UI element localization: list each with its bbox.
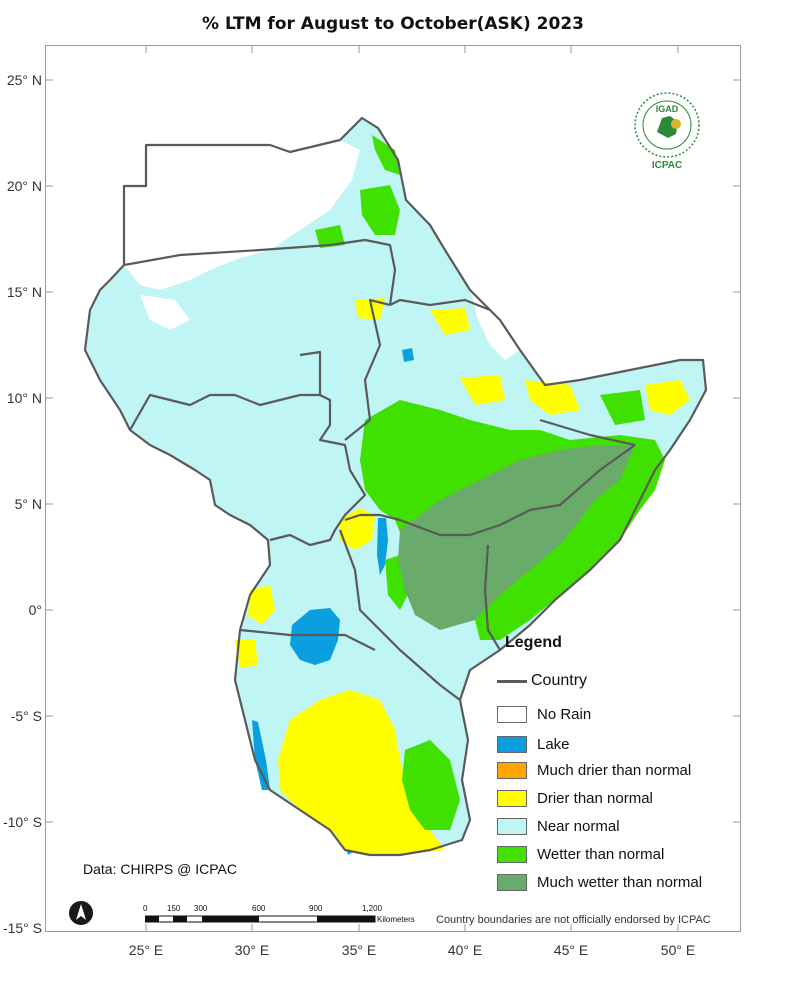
region-wetter-sudan-mid <box>315 225 345 248</box>
legend-item-drier: Drier than normal <box>497 790 653 807</box>
scale-tick-150: 150 <box>167 904 181 913</box>
lat-label-5s: -5° S <box>10 708 42 724</box>
lat-label-25n: 25° N <box>6 72 42 88</box>
legend-label: Lake <box>537 736 570 753</box>
region-wetter-north-coast <box>372 135 400 175</box>
lake-tanganyika <box>252 720 270 790</box>
logo-igad-text: IGAD <box>656 104 679 114</box>
lat-label-15s: -15° S <box>2 920 42 936</box>
data-credit: Data: CHIRPS @ ICPAC <box>83 861 237 877</box>
legend-item-much-drier: Much drier than normal <box>497 762 691 779</box>
boundary-disclaimer: Country boundaries are not officially en… <box>436 914 711 926</box>
region-drier-somalia2 <box>645 380 690 415</box>
frame-ticks <box>45 45 741 932</box>
legend-label: Wetter than normal <box>537 846 665 863</box>
legend-item-no-rain: No Rain <box>497 706 591 723</box>
scale-tick-0: 0 <box>143 904 148 913</box>
scale-unit: Kilometers <box>377 915 415 924</box>
swatch-much-drier <box>497 762 527 779</box>
lat-label-20n: 20° N <box>6 178 42 194</box>
region-drier-somalia <box>525 380 580 415</box>
scale-tick-1200: 1,200 <box>362 904 383 913</box>
legend-label: No Rain <box>537 706 592 723</box>
lon-label-25e: 25° E <box>128 942 164 958</box>
scale-tick-300: 300 <box>194 904 208 913</box>
legend-label: Near normal <box>537 818 620 835</box>
region-drier-west <box>235 640 258 668</box>
lat-label-15n: 15° N <box>6 284 42 300</box>
lon-label-45e: 45° E <box>553 942 589 958</box>
scale-tick-900: 900 <box>309 904 323 913</box>
lon-label-40e: 40° E <box>447 942 483 958</box>
legend-item-wetter: Wetter than normal <box>497 846 664 863</box>
legend-label: Much wetter than normal <box>537 874 703 891</box>
legend-country-label: Country <box>531 672 588 689</box>
region-drier-tanzania <box>278 690 445 855</box>
lat-label-10n: 10° N <box>6 390 42 406</box>
north-arrow-icon <box>69 901 93 925</box>
region-drier-east <box>248 585 275 625</box>
region-wetter-somalia-ne <box>600 390 645 425</box>
region-no-rain-2 <box>140 295 190 330</box>
map-legend: Legend Country No Rain Lake Much drier t… <box>497 634 747 891</box>
swatch-drier <box>497 790 527 807</box>
swatch-much-wetter <box>497 874 527 891</box>
region-no-rain-north <box>124 140 360 290</box>
swatch-no-rain <box>497 706 527 723</box>
scale-tick-600: 600 <box>252 904 266 913</box>
region-wetter-sudan-north <box>360 185 400 235</box>
legend-item-lake: Lake <box>497 736 570 753</box>
lat-label-10s: -10° S <box>2 814 42 830</box>
region-drier-ethiopia-c <box>460 375 505 405</box>
region-wetter-tanzania <box>402 740 460 830</box>
region-drier-ethiopia-north <box>430 308 470 335</box>
legend-title: Legend <box>505 634 562 651</box>
legend-label: Much drier than normal <box>537 762 692 779</box>
lat-label-5n: 5° N <box>14 496 42 512</box>
swatch-wetter <box>497 846 527 863</box>
lon-label-35e: 35° E <box>341 942 377 958</box>
lat-label-0: 0° <box>28 602 42 618</box>
swatch-near-normal <box>497 818 527 835</box>
legend-item-much-wetter: Much wetter than normal <box>497 874 702 891</box>
lon-label-30e: 30° E <box>234 942 270 958</box>
map-title: % LTM for August to October(ASK) 2023 <box>202 14 584 34</box>
swatch-lake <box>497 736 527 753</box>
scale-bar <box>145 915 376 923</box>
logo-icpac-text: ICPAC <box>652 160 682 170</box>
legend-item-near-normal: Near normal <box>497 818 620 835</box>
legend-label: Drier than normal <box>537 790 653 807</box>
lon-label-50e: 50° E <box>660 942 696 958</box>
country-boundaries <box>83 116 708 857</box>
igad-icpac-logo: IGAD ICPAC <box>634 92 700 170</box>
region-drier-sudan <box>355 298 385 320</box>
legend-country-row: Country <box>497 672 587 690</box>
lake-tana <box>402 348 414 362</box>
lake-victoria <box>290 608 340 665</box>
country-line-symbol <box>497 679 527 683</box>
